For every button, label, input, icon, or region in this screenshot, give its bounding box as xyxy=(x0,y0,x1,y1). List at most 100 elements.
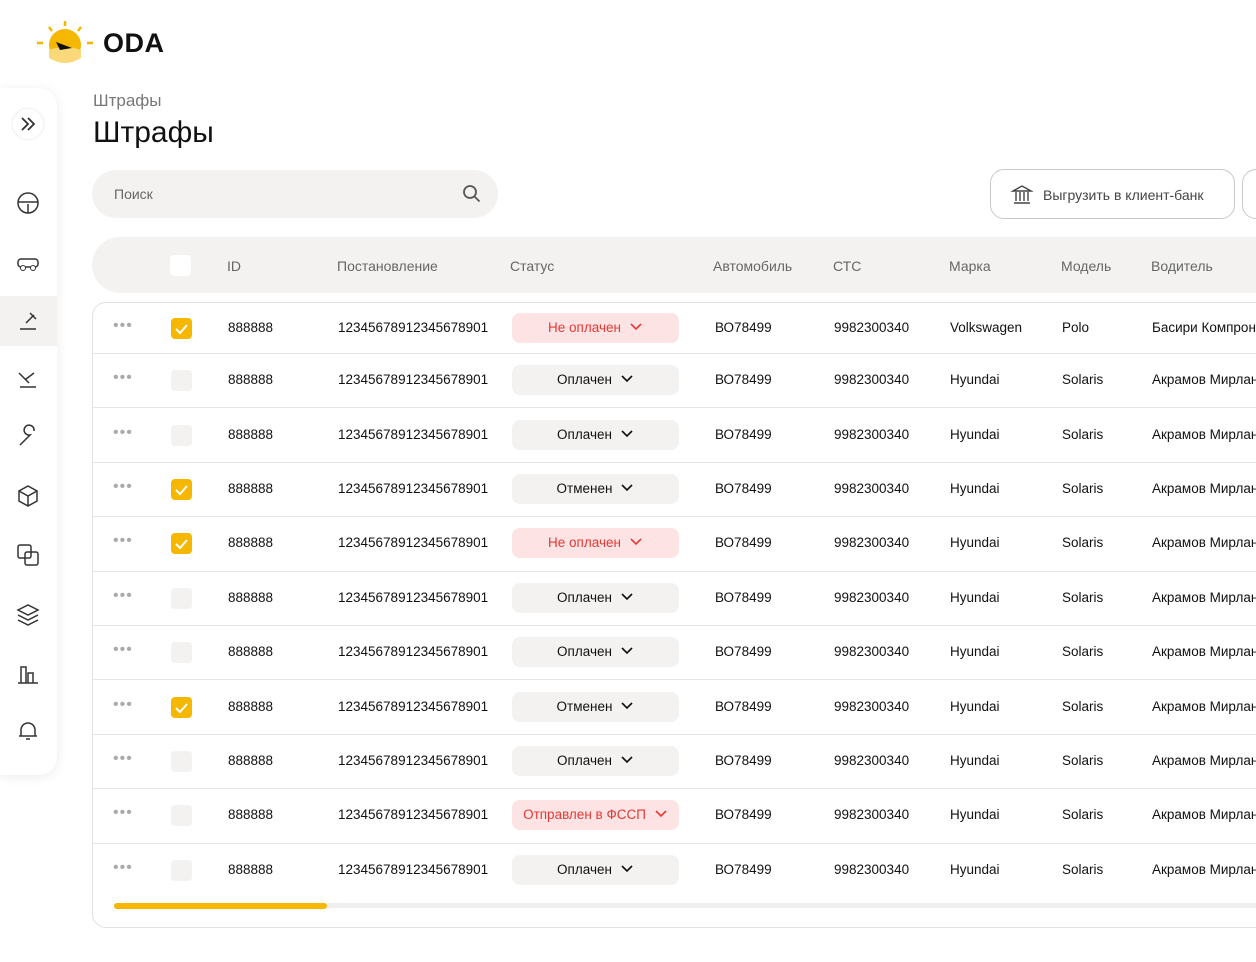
table-row[interactable]: ••• 888888 12345678912345678901 Не оплачен В… xyxy=(93,516,1256,572)
status-dropdown[interactable]: Отменен xyxy=(512,691,679,722)
status-dropdown[interactable]: Оплачен xyxy=(512,637,679,668)
nav-layers[interactable] xyxy=(14,600,42,628)
chevron xyxy=(621,430,633,437)
table-row[interactable]: ••• 888888 12345678912345678901 Оплачен ВО78… xyxy=(93,407,1256,463)
column-header[interactable]: Марка xyxy=(949,258,991,274)
table-row[interactable]: ••• 888888 12345678912345678901 Отменен ВО78… xyxy=(93,462,1256,518)
row-menu[interactable]: ••• xyxy=(113,316,133,334)
nav-steering[interactable] xyxy=(14,189,42,217)
cell-text: Solaris xyxy=(1062,752,1104,768)
chevron xyxy=(621,593,633,600)
status-dropdown[interactable]: Оплачен xyxy=(512,582,679,613)
row-checkbox[interactable] xyxy=(171,750,192,772)
column-header[interactable]: Модель xyxy=(1061,258,1112,274)
row-checkbox[interactable] xyxy=(171,696,192,718)
cell-text: Hyundai xyxy=(950,807,1000,823)
export-button-label: Выгрузить в клиент-банк xyxy=(1043,187,1204,203)
cell-text: 12345678912345678901 xyxy=(338,861,489,877)
column-header[interactable]: Автомобиль xyxy=(713,258,793,274)
nav-accidents[interactable] xyxy=(14,365,42,393)
row-menu[interactable]: ••• xyxy=(113,695,133,713)
row-checkbox[interactable] xyxy=(171,587,192,609)
cell-text: 12345678912345678901 xyxy=(338,372,489,388)
cell-text: Polo xyxy=(1062,319,1090,335)
search-field[interactable]: Поиск xyxy=(92,170,498,218)
row-menu[interactable]: ••• xyxy=(113,641,133,659)
row-menu[interactable]: ••• xyxy=(113,532,133,550)
row-checkbox[interactable] xyxy=(171,642,192,664)
row-menu[interactable]: ••• xyxy=(113,369,133,387)
chevron xyxy=(630,538,642,546)
collapse-button[interactable] xyxy=(11,107,45,141)
extra-button[interactable] xyxy=(1242,169,1256,219)
breadcrumb[interactable]: Штрафы xyxy=(93,91,162,110)
status-dropdown[interactable]: Отправлен в ФССП xyxy=(512,800,679,831)
cell-text: 9982300340 xyxy=(834,535,910,551)
row-menu[interactable]: ••• xyxy=(113,477,133,495)
row-checkbox[interactable] xyxy=(171,533,192,555)
cell-text: 9982300340 xyxy=(834,698,910,714)
row-checkbox[interactable] xyxy=(171,859,192,881)
search-icon xyxy=(463,185,481,203)
nav-cars[interactable] xyxy=(14,248,42,276)
table-row[interactable]: ••• 888888 12345678912345678901 Отправлен в… xyxy=(93,788,1256,844)
status-dropdown[interactable]: Оплачен xyxy=(512,745,679,776)
table-row[interactable]: ••• 888888 12345678912345678901 Оплачен ВО78… xyxy=(93,571,1256,626)
table-row[interactable]: ••• 888888 12345678912345678901 Оплачен ВО78… xyxy=(93,843,1256,897)
cell-text: Hyundai xyxy=(950,589,1000,605)
table-row[interactable]: ••• 888888 12345678912345678901 Оплачен ВО78… xyxy=(93,625,1256,681)
table-row[interactable]: ••• 888888 12345678912345678901 Оплачен ВО78… xyxy=(93,353,1256,409)
status-dropdown[interactable]: Оплачен xyxy=(512,854,679,885)
cell-text: 888888 xyxy=(228,589,274,605)
status-label: Оплачен xyxy=(557,589,612,605)
column-header[interactable]: СТС xyxy=(833,258,862,274)
status-dropdown[interactable]: Оплачен xyxy=(512,365,679,396)
column-header[interactable]: Постановление xyxy=(337,258,438,274)
row-checkbox[interactable] xyxy=(171,478,192,500)
status-dropdown[interactable]: Не оплачен xyxy=(512,312,679,343)
nav-fines[interactable] xyxy=(14,307,42,335)
cell-text: 888888 xyxy=(228,861,274,877)
cell-text: Акрамов Мирлан xyxy=(1152,426,1256,442)
cell-text: 9982300340 xyxy=(834,372,910,388)
status-dropdown[interactable]: Оплачен xyxy=(512,419,679,450)
table-row[interactable]: ••• 888888 12345678912345678901 Отменен ВО78… xyxy=(93,679,1256,735)
nav-storage[interactable] xyxy=(14,482,42,510)
row-menu[interactable]: ••• xyxy=(113,858,133,876)
export-button[interactable]: Выгрузить в клиент-банк xyxy=(990,169,1235,219)
cell-text: 888888 xyxy=(228,807,274,823)
status-dropdown[interactable]: Не оплачен xyxy=(512,528,679,559)
nav-reports[interactable] xyxy=(14,659,42,687)
nav-transfer[interactable] xyxy=(14,541,42,569)
row-menu[interactable]: ••• xyxy=(113,423,133,441)
cell-text: 12345678912345678901 xyxy=(338,589,489,605)
row-checkbox[interactable] xyxy=(171,317,192,339)
cell-text: ВО78499 xyxy=(715,426,772,442)
cell-text: 12345678912345678901 xyxy=(338,698,489,714)
cell-text: Solaris xyxy=(1062,644,1104,660)
row-checkbox[interactable] xyxy=(171,805,192,827)
cell-text: ВО78499 xyxy=(715,480,772,496)
table-row[interactable]: ••• 888888 12345678912345678901 Не оплачен В… xyxy=(93,302,1256,354)
column-header[interactable]: Водитель xyxy=(1151,258,1213,274)
cell-text: ВО78499 xyxy=(715,861,772,877)
cell-text: ВО78499 xyxy=(715,372,772,388)
nav-service[interactable] xyxy=(14,423,42,451)
row-checkbox[interactable] xyxy=(171,370,192,392)
status-label: Не оплачен xyxy=(548,535,621,551)
row-menu[interactable]: ••• xyxy=(113,586,133,604)
nav-notifications[interactable] xyxy=(14,717,42,745)
check-mark xyxy=(175,539,188,550)
table-row[interactable]: ••• 888888 12345678912345678901 Оплачен ВО78… xyxy=(93,734,1256,790)
row-menu[interactable]: ••• xyxy=(113,749,133,767)
status-label: Отменен xyxy=(556,698,613,714)
select-all-checkbox[interactable] xyxy=(170,255,191,276)
cell-text: 888888 xyxy=(228,698,274,714)
page-title: Штрафы xyxy=(93,116,214,149)
row-menu[interactable]: ••• xyxy=(113,804,133,822)
logo-icon xyxy=(37,21,93,63)
row-checkbox[interactable] xyxy=(171,424,192,446)
column-header[interactable]: ID xyxy=(227,258,241,274)
scroll-thumb[interactable] xyxy=(114,903,327,909)
status-dropdown[interactable]: Отменен xyxy=(512,473,679,504)
